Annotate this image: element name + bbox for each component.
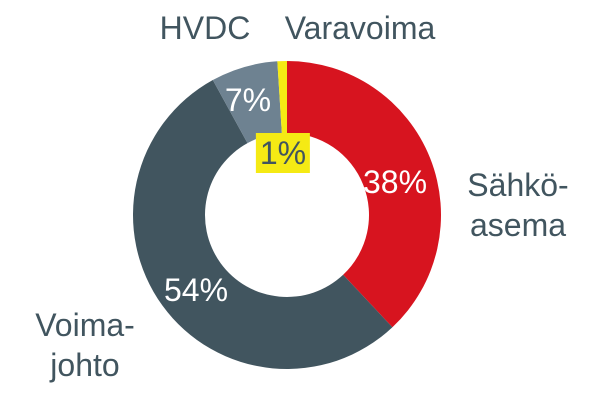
value-label: 7%	[224, 82, 272, 118]
donut-slice	[132, 80, 393, 370]
donut-slice	[287, 61, 441, 328]
value-label: 54%	[163, 272, 229, 308]
donut-slice	[277, 61, 287, 134]
category-label: Voima- johto	[35, 307, 135, 383]
value-label: 1%	[255, 133, 311, 173]
donut-slice	[212, 61, 282, 144]
category-label: Sähkö- asema	[467, 167, 569, 243]
category-label: HVDC	[159, 10, 251, 46]
value-label: 38%	[362, 164, 428, 200]
category-label: Varavoima	[284, 10, 436, 46]
